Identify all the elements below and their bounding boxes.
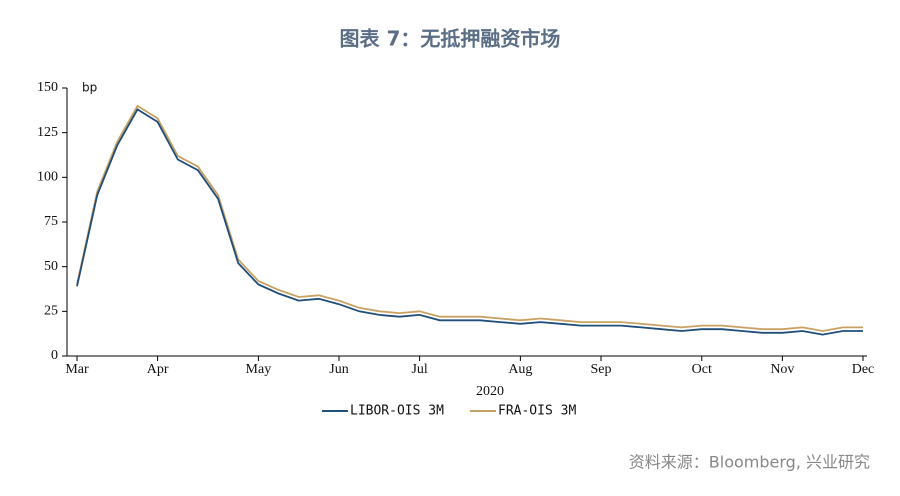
- x-tick-label: Nov: [770, 362, 794, 377]
- x-tick-label: Sep: [591, 362, 612, 377]
- x-tick-label: May: [246, 362, 272, 377]
- x-tick-label: Aug: [508, 362, 532, 377]
- y-tick-label: 100: [37, 170, 58, 185]
- y-tick-label: 125: [37, 125, 58, 140]
- y-tick-label: 150: [37, 80, 58, 95]
- y-unit: bp: [82, 81, 97, 95]
- source: 资料来源：Bloomberg, 兴业研究: [629, 453, 870, 472]
- x-tick-label: Oct: [692, 362, 712, 377]
- y-tick-label: 50: [44, 259, 58, 274]
- x-tick-label: Mar: [65, 362, 89, 377]
- x-tick-label: Dec: [852, 362, 875, 377]
- x-tick-label: Apr: [147, 362, 169, 377]
- x-tick-label: Jun: [329, 362, 348, 377]
- x-tick-label: Jul: [411, 362, 427, 377]
- legend-label: FRA-OIS 3M: [498, 404, 576, 419]
- series-line: [76, 104, 863, 332]
- series-line: [76, 108, 863, 336]
- y-tick-label: 75: [44, 214, 58, 229]
- x-axis-title: 2020: [476, 384, 504, 399]
- chart-title: 图表 7：无抵押融资市场: [340, 27, 561, 51]
- y-tick-label: 0: [51, 348, 58, 363]
- y-tick-label: 25: [44, 304, 58, 319]
- legend-label: LIBOR-OIS 3M: [350, 404, 444, 419]
